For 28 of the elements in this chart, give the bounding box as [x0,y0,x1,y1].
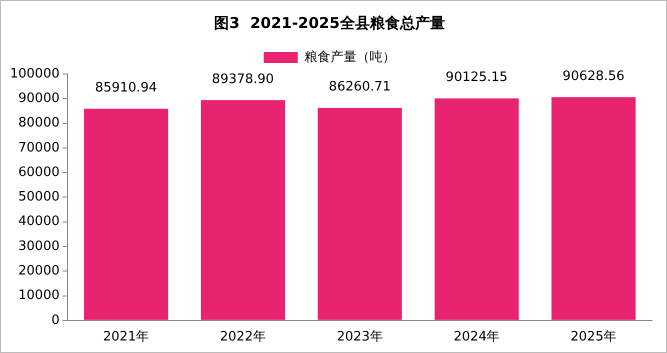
data-label: 90125.15 [446,70,508,86]
data-label: 89378.90 [212,72,274,88]
y-tick-label: 10000 [18,288,60,304]
bar [434,98,519,320]
y-tick-label: 0 [51,312,60,328]
data-label: 90628.56 [562,68,625,84]
y-tick-label: 20000 [18,263,60,278]
data-label: 86260.71 [328,80,391,95]
data-label: 85910.94 [95,80,158,96]
y-tick-label: 60000 [18,164,60,180]
bar [318,108,402,320]
y-tick-label: 50000 [18,190,60,205]
x-tick-label: 2024年 [454,330,500,345]
y-tick-label: 90000 [18,91,60,106]
x-tick-label: 2023年 [336,330,383,345]
bar [551,97,636,320]
chart-title: 图3 2021-2025全县粮食总产量 [214,14,445,32]
y-tick-label: 70000 [18,140,60,156]
y-tick-label: 80000 [18,116,60,131]
y-tick-label: 30000 [18,238,60,254]
x-tick-label: 2025年 [570,330,617,345]
x-tick-label: 2022年 [220,330,266,345]
legend-label: 粮食产量（吨） [304,50,396,65]
x-tick-label: 2021年 [103,330,150,345]
bar [200,100,286,320]
y-tick-label: 100000 [10,66,60,82]
bar [84,108,168,320]
y-tick-label: 40000 [18,214,60,230]
